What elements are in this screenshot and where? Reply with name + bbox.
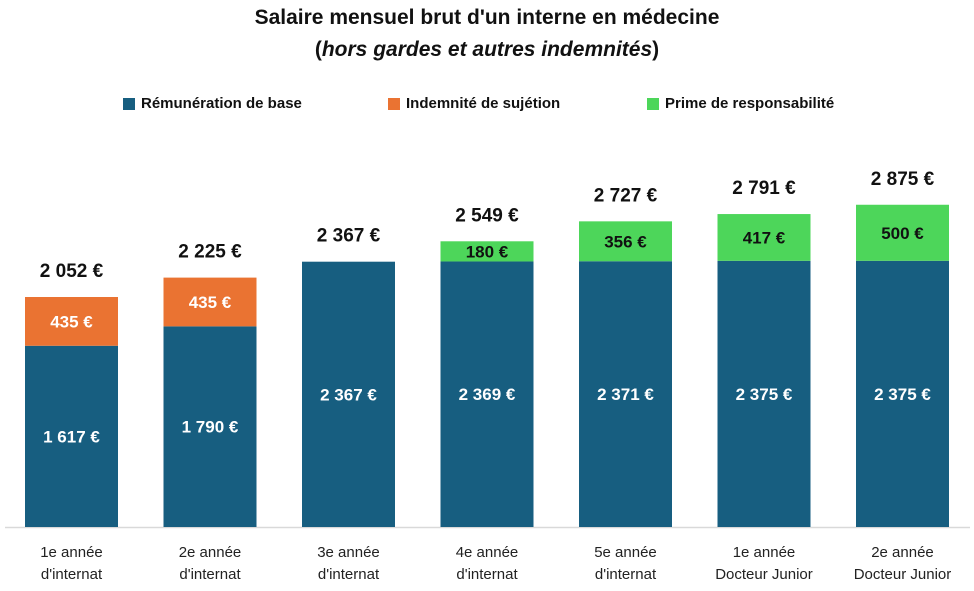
data-label: 2 375 €: [874, 385, 931, 404]
x-tick-label: d'internat: [318, 566, 380, 583]
legend-swatch-sujetion: [388, 97, 400, 110]
x-tick-label: 3e année: [317, 544, 380, 561]
data-label: 2 371 €: [597, 385, 654, 404]
x-tick-label: Docteur Junior: [854, 566, 952, 583]
x-tick-label: d'internat: [179, 566, 241, 583]
total-label: 2 727 €: [594, 185, 658, 206]
bar-segment: [856, 204, 949, 261]
bar-segment: [163, 326, 257, 527]
x-tick-label: 2e année: [871, 544, 934, 561]
chart-subtitle: (hors gardes et autres indemnités): [0, 38, 974, 62]
total-label: 2 367 €: [317, 226, 381, 247]
bar-segment: [163, 277, 257, 327]
total-label: 2 791 €: [732, 178, 796, 199]
x-tick-label: 4e année: [456, 544, 519, 561]
data-label: 1 617 €: [43, 427, 100, 446]
legend-item-base: Rémunération de base: [123, 95, 302, 112]
data-label: 417 €: [743, 228, 786, 247]
x-tick-label: 1e année: [40, 544, 103, 561]
legend-label-responsabilite: Prime de responsabilité: [665, 95, 835, 112]
bar-segment: [302, 261, 395, 527]
bar-segment: [440, 241, 534, 262]
x-tick-label: 1e année: [733, 544, 796, 561]
x-tick-label: 5e année: [594, 544, 657, 561]
legend-item-sujetion: Indemnité de sujétion: [388, 95, 560, 112]
bar-segment: [717, 214, 811, 261]
legend-swatch-responsabilite: [647, 97, 659, 110]
data-label: 2 369 €: [459, 385, 516, 404]
bar-segment: [579, 261, 672, 527]
x-tick-label: d'internat: [456, 566, 518, 583]
total-label: 2 875 €: [871, 169, 935, 190]
x-tick-label: 2e année: [179, 544, 242, 561]
data-label: 435 €: [189, 293, 232, 312]
data-label: 356 €: [604, 232, 647, 251]
legend-label-base: Rémunération de base: [141, 95, 302, 112]
legend-label-sujetion: Indemnité de sujétion: [406, 95, 561, 112]
subtitle-paren-open: (: [314, 38, 322, 61]
bar-segment: [25, 297, 118, 346]
legend-swatch-base: [123, 97, 135, 110]
subtitle-text: hors gardes et autres indemnités: [321, 38, 653, 61]
x-tick-label: d'internat: [41, 566, 103, 583]
x-tick-label: Docteur Junior: [715, 566, 813, 583]
data-label: 500 €: [881, 224, 924, 243]
total-label: 2 549 €: [455, 205, 519, 226]
bar-segment: [579, 221, 672, 262]
data-label: 2 367 €: [320, 385, 377, 404]
chart-title: Salaire mensuel brut d'un interne en méd…: [254, 6, 720, 29]
bar-segment: [25, 345, 118, 527]
total-label: 2 225 €: [178, 242, 242, 263]
data-label: 180 €: [466, 242, 509, 261]
bar-segment: [717, 260, 811, 527]
subtitle-paren-close: ): [652, 38, 660, 61]
bar-segment: [856, 260, 949, 527]
bar-segment: [440, 261, 534, 527]
x-tick-label: d'internat: [595, 566, 657, 583]
total-label: 2 052 €: [40, 261, 104, 282]
data-label: 2 375 €: [736, 385, 793, 404]
data-label: 1 790 €: [182, 418, 239, 437]
legend-item-responsabilite: Prime de responsabilité: [647, 95, 834, 112]
data-label: 435 €: [50, 312, 93, 331]
